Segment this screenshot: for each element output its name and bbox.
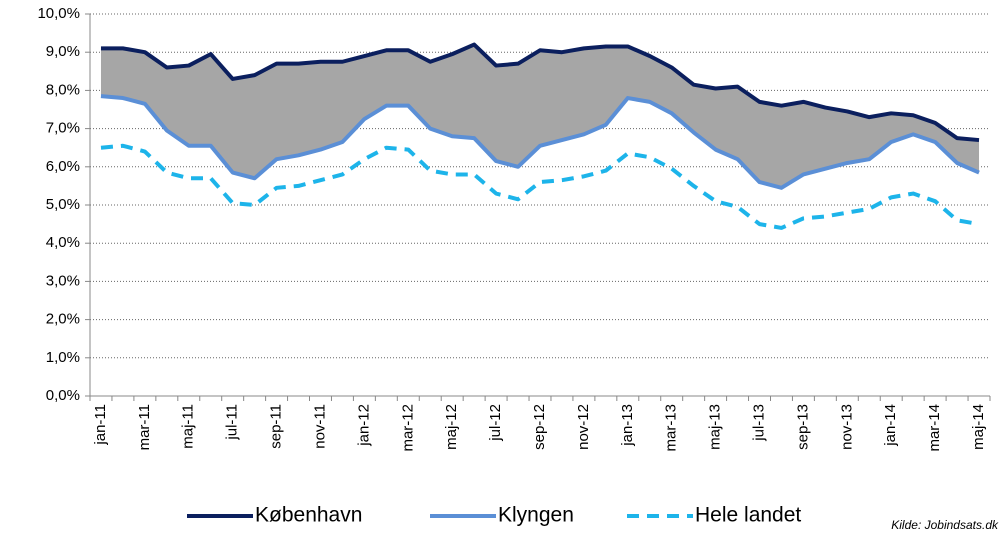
y-tick-label: 9,0% bbox=[46, 43, 80, 60]
gap-area bbox=[100, 44, 980, 188]
y-tick-label: 5,0% bbox=[46, 196, 80, 213]
x-tick-label: jul-13 bbox=[750, 404, 767, 442]
legend-label: Hele landet bbox=[695, 504, 801, 527]
y-tick-label: 1,0% bbox=[46, 349, 80, 366]
x-tick-label: maj-13 bbox=[707, 404, 724, 450]
y-tick-label: 3,0% bbox=[46, 272, 80, 289]
y-tick-label: 4,0% bbox=[46, 234, 80, 251]
x-tick-label: sep-13 bbox=[794, 404, 811, 450]
series-line bbox=[100, 143, 980, 230]
x-tick-label: jul-12 bbox=[487, 404, 504, 442]
x-tick-label: nov-13 bbox=[838, 404, 855, 450]
y-tick-label: 8,0% bbox=[46, 81, 80, 98]
series-line bbox=[100, 42, 980, 143]
x-tick-label: jan-11 bbox=[92, 404, 109, 446]
y-tick-label: 10,0% bbox=[37, 5, 80, 22]
legend: København Klyngen Hele landet bbox=[187, 504, 801, 527]
y-tick-label: 0,0% bbox=[46, 387, 80, 404]
legend-label: Klyngen bbox=[498, 504, 574, 527]
series-line bbox=[100, 94, 980, 190]
x-tick-label: mar-11 bbox=[136, 404, 153, 450]
legend-label: København bbox=[255, 504, 362, 527]
x-tick-label: nov-11 bbox=[311, 404, 328, 449]
y-tick-label: 6,0% bbox=[46, 158, 80, 175]
x-tick-label: mar-12 bbox=[399, 404, 416, 452]
x-tick-label: jul-11 bbox=[224, 404, 241, 441]
x-tick-label: jan-13 bbox=[619, 404, 636, 447]
source: Kilde: Jobindsats.dk bbox=[891, 518, 999, 532]
x-tick-label: maj-14 bbox=[970, 404, 987, 450]
x-tick-label: mar-14 bbox=[926, 404, 943, 452]
x-tick-label: mar-13 bbox=[663, 404, 680, 452]
y-tick-label: 7,0% bbox=[46, 120, 80, 137]
x-tick-label: jan-14 bbox=[882, 404, 899, 447]
y-tick-label: 2,0% bbox=[46, 311, 80, 328]
x-tick-label: jan-12 bbox=[355, 404, 372, 447]
x-tick-label: sep-11 bbox=[268, 404, 285, 449]
x-tick-label: nov-12 bbox=[575, 404, 592, 450]
x-tick-label: maj-12 bbox=[443, 404, 460, 450]
x-tick-label: maj-11 bbox=[180, 404, 197, 449]
x-tick-label: sep-12 bbox=[531, 404, 548, 450]
